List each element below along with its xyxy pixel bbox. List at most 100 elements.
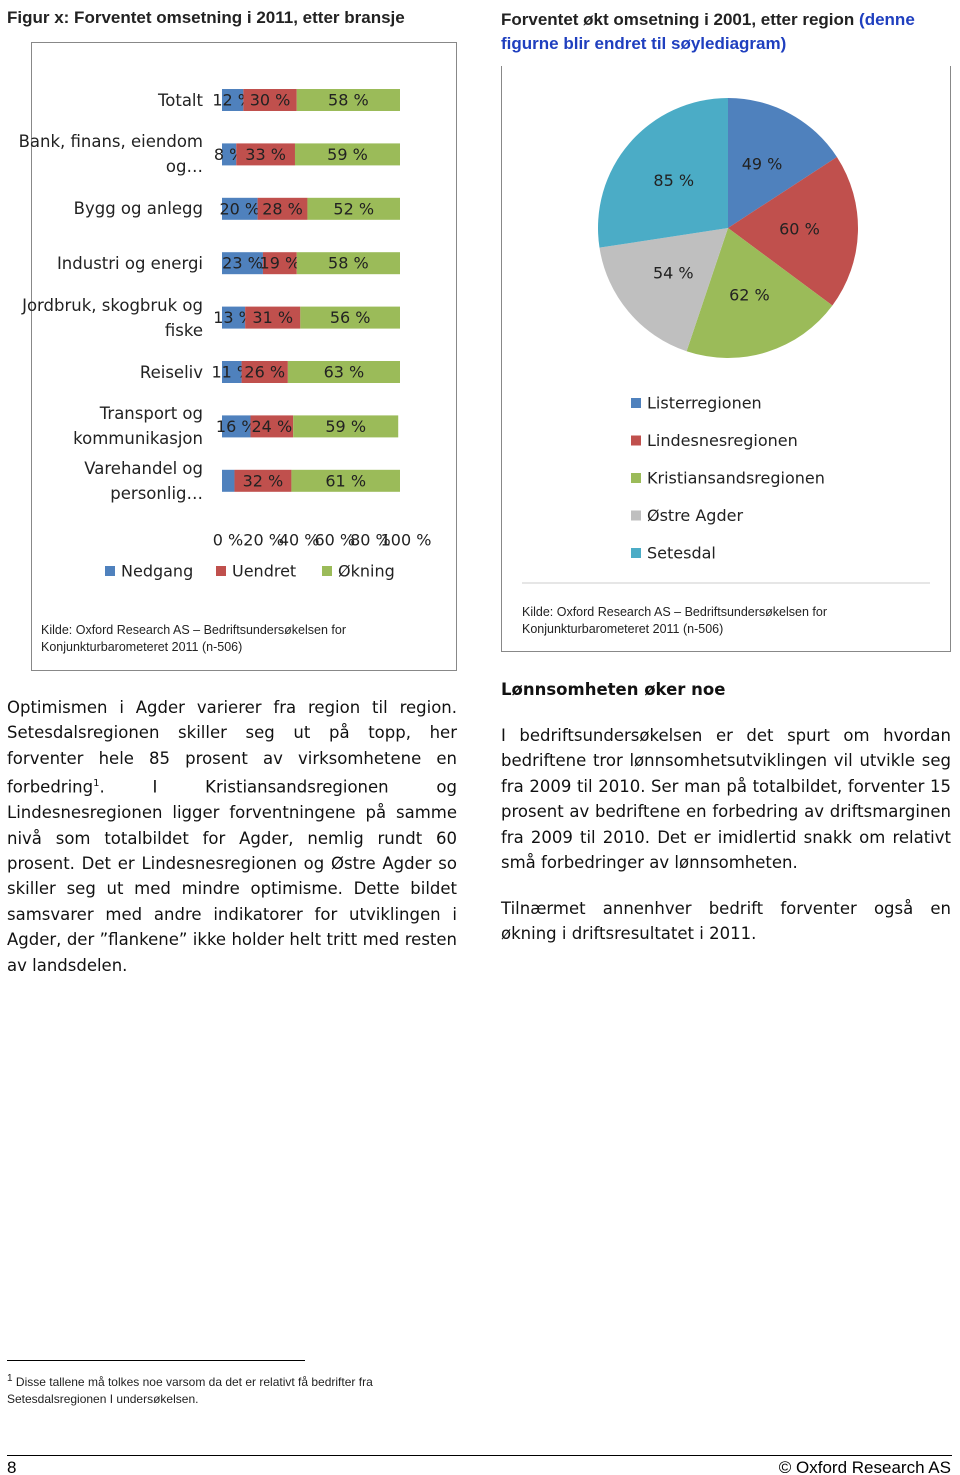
category-label: Industri og energi bbox=[56, 253, 203, 273]
category-label: Bygg og anlegg bbox=[73, 199, 203, 219]
bar-segment bbox=[307, 197, 400, 220]
value-label: 58 % bbox=[328, 254, 369, 273]
legend-label: Nedgang bbox=[121, 562, 193, 581]
legend-label: Uendret bbox=[232, 562, 296, 581]
bar-segment bbox=[222, 89, 244, 111]
value-label: 58 % bbox=[328, 91, 369, 110]
legend-swatch bbox=[216, 566, 226, 576]
value-label: 19 % bbox=[260, 254, 301, 273]
bar-segment bbox=[262, 252, 297, 275]
bar-segment bbox=[241, 361, 288, 383]
caption-text: Forventet økt omsetning i 2001, etter re… bbox=[501, 10, 855, 29]
footnote-text: Disse tallene må tolkes noe varsom da de… bbox=[7, 1375, 373, 1406]
legend-swatch bbox=[631, 548, 641, 558]
bar-segment bbox=[222, 469, 235, 492]
value-label: 52 % bbox=[333, 199, 374, 218]
footnote-marker: 1 bbox=[7, 1373, 13, 1384]
text: . I Kristiansandsregionen og Lindesnesre… bbox=[7, 777, 457, 975]
value-label: 59 % bbox=[325, 417, 366, 436]
legend-label: Setesdal bbox=[647, 544, 716, 563]
bar-segment bbox=[222, 252, 263, 275]
legend-label: Kristiansandsregionen bbox=[647, 469, 825, 488]
pie-slice bbox=[686, 228, 833, 359]
bar-segment bbox=[222, 415, 251, 438]
bar-segment bbox=[234, 469, 292, 492]
bar-segment bbox=[236, 143, 295, 166]
bar-segment bbox=[222, 143, 237, 166]
legend-label: Lindesnesregionen bbox=[647, 431, 798, 450]
x-tick-label: 40 % bbox=[279, 531, 320, 550]
legend-label: Østre Agder bbox=[647, 506, 743, 525]
value-label: 16 % bbox=[216, 417, 257, 436]
value-label: 49 % bbox=[742, 155, 783, 174]
bar-segment bbox=[296, 252, 400, 275]
value-label: 59 % bbox=[327, 145, 368, 164]
bar-segment bbox=[300, 306, 400, 329]
heading: Lønnsomheten øker noe bbox=[501, 680, 726, 699]
value-label: 62 % bbox=[729, 286, 770, 305]
figure-caption: Forventet økt omsetning i 2001, etter re… bbox=[501, 8, 951, 56]
value-label: 12 % bbox=[212, 91, 253, 110]
legend-swatch bbox=[105, 566, 115, 576]
bar-segment bbox=[245, 306, 301, 329]
bar-segment bbox=[287, 361, 400, 383]
legend-swatch bbox=[631, 435, 641, 446]
category-label: Totalt bbox=[157, 90, 203, 110]
footnote-ref: 1 bbox=[93, 778, 100, 790]
legend-swatch bbox=[631, 398, 641, 408]
paragraph: I bedriftsundersøkelsen er det spurt om … bbox=[501, 726, 951, 873]
source: Kilde: Oxford Research AS – Bedriftsunde… bbox=[522, 605, 828, 636]
value-label: 30 % bbox=[250, 91, 291, 110]
figure-frame bbox=[501, 66, 951, 652]
pie-slice bbox=[598, 98, 728, 248]
bar-segment bbox=[294, 143, 400, 166]
x-tick-label: 80 % bbox=[350, 531, 391, 550]
pie-slice bbox=[599, 228, 728, 352]
value-label: 85 % bbox=[653, 171, 694, 190]
legend-label: Økning bbox=[338, 562, 395, 581]
figure-frame bbox=[31, 42, 457, 671]
x-tick-label: 20 % bbox=[243, 531, 284, 550]
x-tick-label: 100 % bbox=[381, 531, 432, 550]
bar-segment bbox=[293, 415, 399, 438]
footer-rule bbox=[7, 1455, 952, 1456]
value-label: 24 % bbox=[252, 417, 293, 436]
value-label: 63 % bbox=[324, 363, 365, 382]
caption-note: (denne figurne blir endret til søylediag… bbox=[501, 10, 915, 53]
figure-caption: Figur x: Forventet omsetning i 2011, ett… bbox=[7, 8, 405, 27]
value-label: 61 % bbox=[325, 471, 366, 490]
bar-segment bbox=[250, 415, 294, 438]
legend-swatch bbox=[322, 566, 332, 576]
value-label: 33 % bbox=[245, 145, 286, 164]
source: Kilde: Oxford Research AS – Bedriftsunde… bbox=[41, 623, 347, 654]
bar-segment bbox=[222, 361, 242, 383]
paragraph: Tilnærmet annenhver bedrift forventer og… bbox=[501, 899, 951, 944]
value-label: 32 % bbox=[243, 471, 284, 490]
footnote-rule bbox=[7, 1360, 305, 1361]
value-label: 20 % bbox=[219, 199, 260, 218]
category-label: Bank, finans, eiendom og… bbox=[18, 132, 203, 177]
bar-segment bbox=[296, 89, 400, 111]
legend-swatch bbox=[631, 510, 641, 521]
value-label: 54 % bbox=[653, 264, 694, 283]
x-tick-label: 0 % bbox=[213, 531, 243, 550]
bar-segment bbox=[222, 306, 246, 329]
pie-slice bbox=[728, 157, 858, 306]
value-label: 26 % bbox=[244, 363, 285, 382]
x-tick-label: 60 % bbox=[314, 531, 355, 550]
bar-segment bbox=[222, 197, 258, 220]
value-label: 23 % bbox=[222, 254, 263, 273]
category-label: Reiseliv bbox=[139, 362, 203, 382]
legend-label: Listerregionen bbox=[647, 394, 762, 413]
value-label: 31 % bbox=[252, 308, 293, 327]
bar-segment bbox=[243, 89, 297, 111]
value-label: 56 % bbox=[330, 308, 371, 327]
bar-segment bbox=[291, 469, 400, 492]
copyright: © Oxford Research AS bbox=[778, 1458, 951, 1475]
page-number: 8 bbox=[7, 1458, 17, 1475]
value-label: 28 % bbox=[262, 199, 303, 218]
footnote: 1 Disse tallene må tolkes noe varsom da … bbox=[7, 1370, 467, 1408]
paragraph: Optimismen i Agder varierer fra region t… bbox=[7, 695, 457, 978]
value-label: 60 % bbox=[779, 220, 820, 239]
